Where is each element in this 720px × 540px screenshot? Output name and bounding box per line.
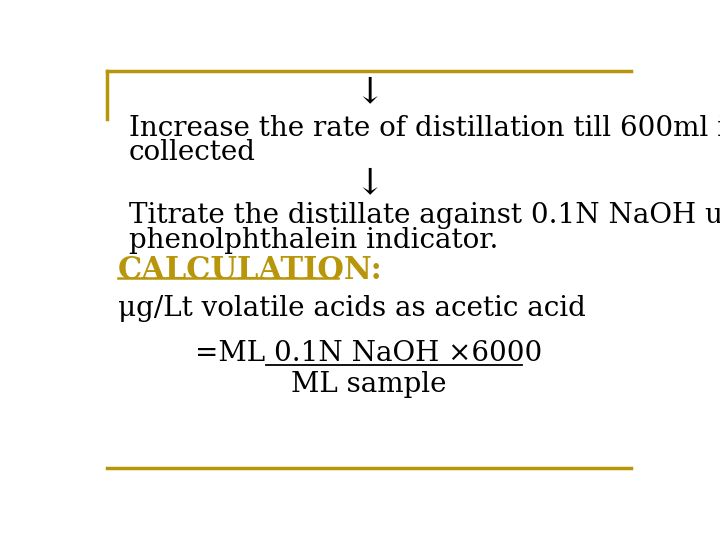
Text: ↓: ↓ [354, 166, 384, 200]
Text: phenolphthalein indicator.: phenolphthalein indicator. [129, 227, 498, 254]
Text: ↓: ↓ [354, 75, 384, 109]
Text: collected: collected [129, 139, 256, 166]
Text: CALCULATION:: CALCULATION: [118, 255, 383, 286]
Text: μg/Lt volatile acids as acetic acid: μg/Lt volatile acids as acetic acid [118, 294, 586, 321]
Text: =ML 0.1N NaOH ×6000: =ML 0.1N NaOH ×6000 [195, 340, 543, 367]
Text: Increase the rate of distillation till 600ml is: Increase the rate of distillation till 6… [129, 114, 720, 141]
Text: Titrate the distillate against 0.1N NaOH using: Titrate the distillate against 0.1N NaOH… [129, 202, 720, 229]
Text: ML sample: ML sample [292, 370, 446, 397]
